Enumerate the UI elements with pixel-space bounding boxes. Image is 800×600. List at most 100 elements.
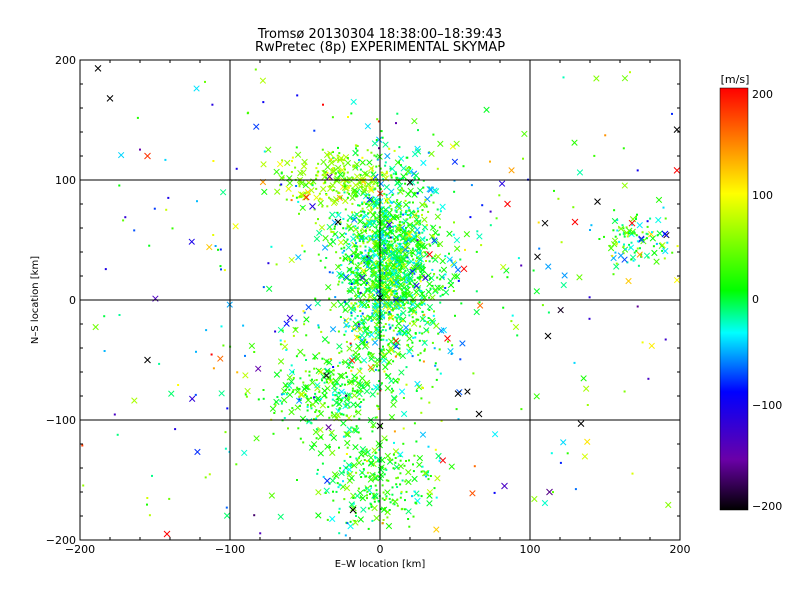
scatter-point [322, 376, 325, 379]
scatter-point [372, 221, 375, 224]
scatter-point [235, 167, 238, 170]
scatter-point [312, 429, 320, 436]
scatter-point [343, 321, 350, 329]
scatter-point [639, 247, 641, 250]
scatter-point [429, 294, 436, 301]
scatter-point [261, 188, 268, 196]
scatter-point [433, 255, 436, 258]
scatter-point [373, 500, 376, 503]
scatter-point [330, 230, 333, 233]
scatter-point [331, 271, 334, 274]
scatter-point [344, 439, 351, 447]
scatter-point [359, 175, 366, 182]
scatter-point [433, 322, 440, 329]
scatter-point [367, 454, 375, 461]
scatter-point [475, 290, 478, 293]
scatter-point [441, 285, 444, 288]
scatter-point [384, 247, 387, 250]
scatter-point [194, 448, 201, 456]
y-tick-label: −200 [46, 534, 76, 547]
scatter-point [546, 488, 553, 496]
scatter-point [389, 305, 392, 308]
scatter-point [614, 235, 617, 238]
scatter-point [386, 221, 393, 228]
scatter-point [331, 116, 334, 119]
scatter-point [355, 248, 358, 250]
scatter-point [266, 285, 273, 292]
scatter-point [648, 231, 655, 238]
scatter-point [421, 291, 424, 294]
scatter-point [393, 262, 396, 265]
scatter-point [363, 201, 366, 204]
scatter-point [348, 406, 351, 409]
scatter-point [223, 512, 231, 519]
scatter-point [359, 245, 362, 248]
scatter-point [322, 182, 325, 185]
scatter-point [649, 235, 657, 242]
scatter-point [301, 206, 304, 208]
scatter-point [572, 206, 575, 209]
scatter-point [560, 241, 563, 244]
scatter-point [373, 266, 376, 269]
scatter-point [358, 181, 361, 184]
scatter-point [398, 347, 401, 350]
scatter-point [379, 290, 382, 293]
scatter-point [384, 452, 391, 460]
scatter-point [361, 321, 364, 324]
scatter-point [666, 241, 669, 244]
scatter-point [386, 286, 389, 289]
scatter-point [402, 304, 405, 307]
scatter-point [489, 210, 492, 213]
scatter-point [268, 492, 276, 499]
scatter-point [438, 226, 441, 229]
scatter-point [380, 130, 383, 133]
scatter-point [363, 459, 366, 461]
colorbar-tick-label: 100 [752, 189, 773, 202]
scatter-point [337, 391, 340, 394]
scatter-point [393, 503, 396, 506]
scatter-point [324, 171, 327, 174]
scatter-point [308, 187, 315, 194]
y-tick-label: 100 [55, 174, 76, 187]
scatter-point [341, 383, 344, 386]
scatter-point [148, 244, 151, 247]
scatter-point [390, 302, 393, 305]
scatter-point [359, 310, 362, 312]
scatter-point [388, 147, 391, 150]
scatter-point [394, 316, 397, 319]
scatter-point [298, 212, 300, 215]
scatter-point [357, 516, 364, 523]
scatter-point [329, 211, 336, 218]
scatter-point [367, 252, 370, 254]
scatter-point [584, 438, 591, 445]
scatter-point [362, 210, 365, 213]
scatter-point [394, 225, 397, 228]
scatter-point [377, 337, 380, 340]
scatter-point [336, 343, 343, 350]
scatter-point [306, 405, 309, 408]
scatter-point [312, 353, 319, 360]
scatter-point [315, 174, 318, 177]
scatter-point [613, 209, 616, 212]
scatter-point [405, 173, 408, 176]
scatter-point [380, 508, 383, 511]
scatter-point [380, 224, 383, 227]
scatter-point [371, 353, 374, 356]
scatter-point [350, 369, 353, 372]
scatter-point [373, 220, 376, 223]
scatter-point [356, 376, 358, 379]
scatter-point [365, 181, 372, 188]
scatter-point [360, 186, 363, 188]
scatter-point [346, 522, 349, 525]
scatter-point [360, 319, 363, 322]
scatter-point [416, 192, 419, 195]
colorbar-tick-label: −200 [752, 500, 782, 513]
scatter-point [217, 248, 219, 251]
scatter-point [408, 328, 411, 331]
scatter-point [318, 352, 321, 355]
scatter-point [347, 186, 350, 189]
scatter-point [212, 160, 215, 162]
scatter-point [413, 191, 416, 194]
scatter-point [386, 255, 393, 262]
scatter-point [297, 182, 300, 185]
